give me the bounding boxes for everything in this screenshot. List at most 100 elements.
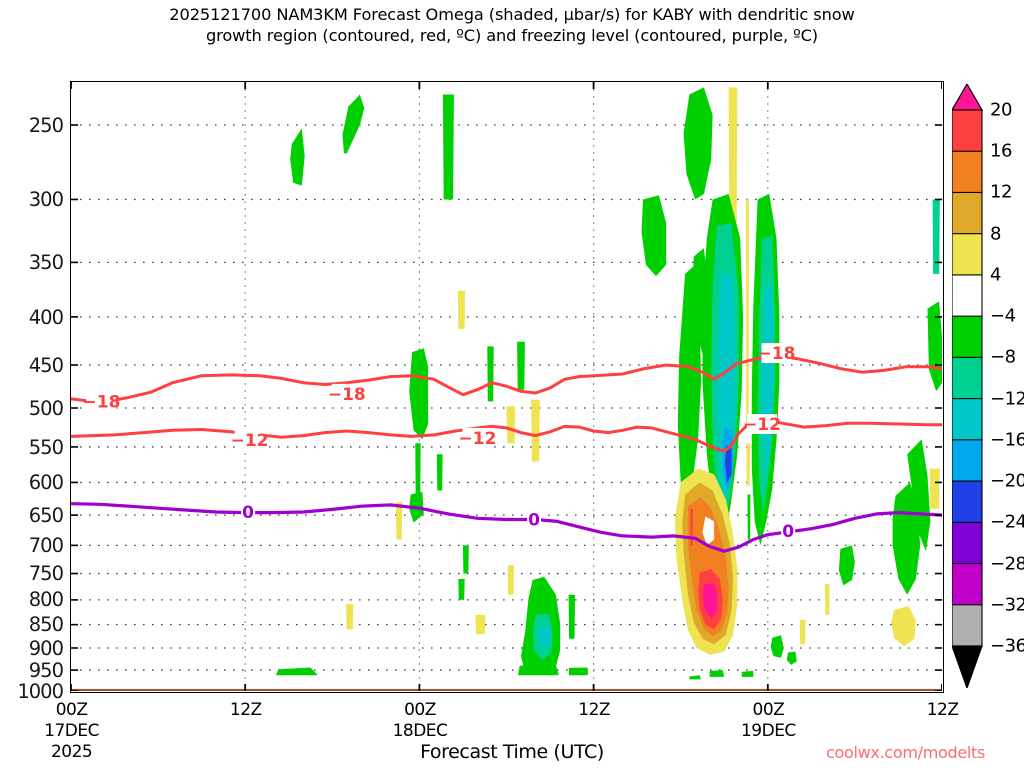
colorbar-tick-label: 4 (990, 264, 1001, 286)
omega-shading-patch (747, 494, 751, 540)
y-tick-label: 550 (28, 435, 64, 459)
y-tick-label: 900 (28, 636, 64, 660)
x-tick-line: 00Z (55, 700, 88, 720)
y-tick-label: 400 (28, 305, 64, 329)
svg-text:−12: −12 (743, 415, 781, 435)
x-tick-label: 12Z (534, 700, 654, 721)
colorbar-tick-label: −24 (990, 511, 1024, 533)
x-tick-line: 12Z (578, 700, 611, 720)
chart-title: 2025121700 NAM3KM Forecast Omega (shaded… (0, 4, 1024, 46)
chart-title-line-2: growth region (contoured, red, ºC) and f… (205, 26, 819, 45)
omega-shading-patch (825, 584, 830, 615)
omega-shading-patch (475, 614, 486, 635)
x-tick-line: 19DEC (740, 721, 796, 741)
y-tick-label: 800 (28, 588, 64, 612)
colorbar-band (952, 398, 983, 441)
y-tick-label: 250 (28, 113, 64, 137)
omega-shading-patch (799, 619, 806, 645)
colorbar-band (952, 521, 983, 565)
omega-shading-patch (932, 199, 940, 274)
contour-label: −12 (743, 414, 781, 435)
svg-text:−12: −12 (231, 431, 269, 451)
omega-shading-patch (409, 348, 429, 440)
colorbar-swatches (952, 84, 984, 688)
x-tick-line: 12Z (926, 700, 959, 720)
x-tick-label: 00Z 18DEC (360, 700, 480, 742)
omega-shading-patch (689, 675, 701, 680)
omega-cross-section: −18 −18 −18 −12 −12 −12 0 0 0 (71, 82, 942, 691)
contour-label: −12 (231, 430, 269, 451)
omega-shading-patch (927, 301, 942, 392)
colorbar-tick-label: −32 (990, 594, 1024, 616)
omega-shading-patch (415, 443, 421, 509)
omega-shading-patch (487, 346, 494, 402)
contour-label: −18 (328, 383, 366, 405)
omega-shading-patch (786, 651, 797, 665)
x-tick-label: 00Z 19DEC (708, 700, 828, 742)
colorbar-tick-label: 8 (990, 223, 1001, 245)
colorbar-tick-label: −8 (990, 346, 1016, 368)
plot-area: −18 −18 −18 −12 −12 −12 0 0 0 (70, 81, 944, 693)
colorbar-tick-label: −20 (990, 470, 1024, 492)
colorbar-band (952, 480, 983, 524)
omega-shading-patch (395, 502, 403, 540)
y-tick-label: 950 (28, 658, 64, 682)
y-tick-label: 750 (28, 562, 64, 586)
y-tick-label: 450 (28, 353, 64, 377)
terrain-fill (71, 688, 942, 691)
omega-shading-patch (770, 635, 784, 658)
y-tick-label: 700 (28, 533, 64, 557)
colorbar-tick-label: −12 (990, 388, 1024, 410)
omega-shading-patch (641, 195, 667, 277)
contour-label: −18 (758, 343, 795, 364)
colorbar-tick-label: −4 (990, 305, 1016, 327)
omega-shading-patch (442, 94, 454, 200)
colorbar-tick-label: 16 (990, 140, 1012, 162)
colorbar-band (952, 562, 983, 606)
omega-shading-patch (907, 439, 931, 552)
svg-text:−12: −12 (459, 429, 497, 449)
contour-dendritic-12 (71, 418, 942, 453)
omega-shading-patch (677, 264, 701, 509)
x-tick-line: 00Z (752, 700, 785, 720)
chart-title-line-1: 2025121700 NAM3KM Forecast Omega (shaded… (169, 5, 855, 24)
omega-shading-patch (531, 399, 540, 462)
y-tick-label: 1000 (17, 679, 64, 703)
x-tick-line: 2025 (50, 742, 93, 762)
omega-shading-patch (746, 199, 749, 424)
x-tick-line: 18DEC (392, 721, 448, 741)
omega-shading-patch (275, 667, 318, 676)
svg-text:−18: −18 (83, 392, 121, 412)
colorbar-band (952, 233, 983, 276)
omega-shading-patch (346, 604, 354, 630)
colorbar-tick-label: −28 (990, 553, 1024, 575)
omega-shading-patch (702, 516, 715, 546)
omega-shading-patch (462, 545, 469, 574)
x-axis-title: Forecast Time (UTC) (420, 741, 604, 763)
omega-shading-patch (457, 290, 466, 329)
y-tick-label: 350 (28, 250, 64, 274)
omega-shading-patch (568, 667, 588, 676)
x-tick-label: 12Z (883, 700, 1003, 721)
omega-shading-patch (436, 454, 443, 491)
omega-shading-patch (746, 443, 750, 486)
y-tick-label: 600 (28, 471, 64, 495)
contour-label: −12 (459, 427, 497, 449)
svg-text:0: 0 (242, 503, 254, 523)
omega-shading-patch (725, 445, 732, 483)
omega-shading-patch (702, 583, 718, 619)
colorbar-band (952, 150, 983, 194)
watermark: coolwx.com/modelts (826, 743, 986, 762)
colorbar-tick-label: 12 (990, 181, 1012, 203)
omega-shading-patch (741, 670, 754, 677)
contour-label: 0 (527, 509, 542, 530)
omega-shading-patch (838, 545, 855, 586)
colorbar-band (952, 604, 983, 647)
omega-shading-patch (891, 606, 916, 647)
colorbar-under-arrow (952, 645, 983, 688)
svg-text:−18: −18 (328, 385, 366, 405)
x-tick-line: 17DEC (44, 721, 100, 741)
colorbar-over-arrow (952, 84, 984, 111)
omega-shading-patch (538, 625, 551, 650)
